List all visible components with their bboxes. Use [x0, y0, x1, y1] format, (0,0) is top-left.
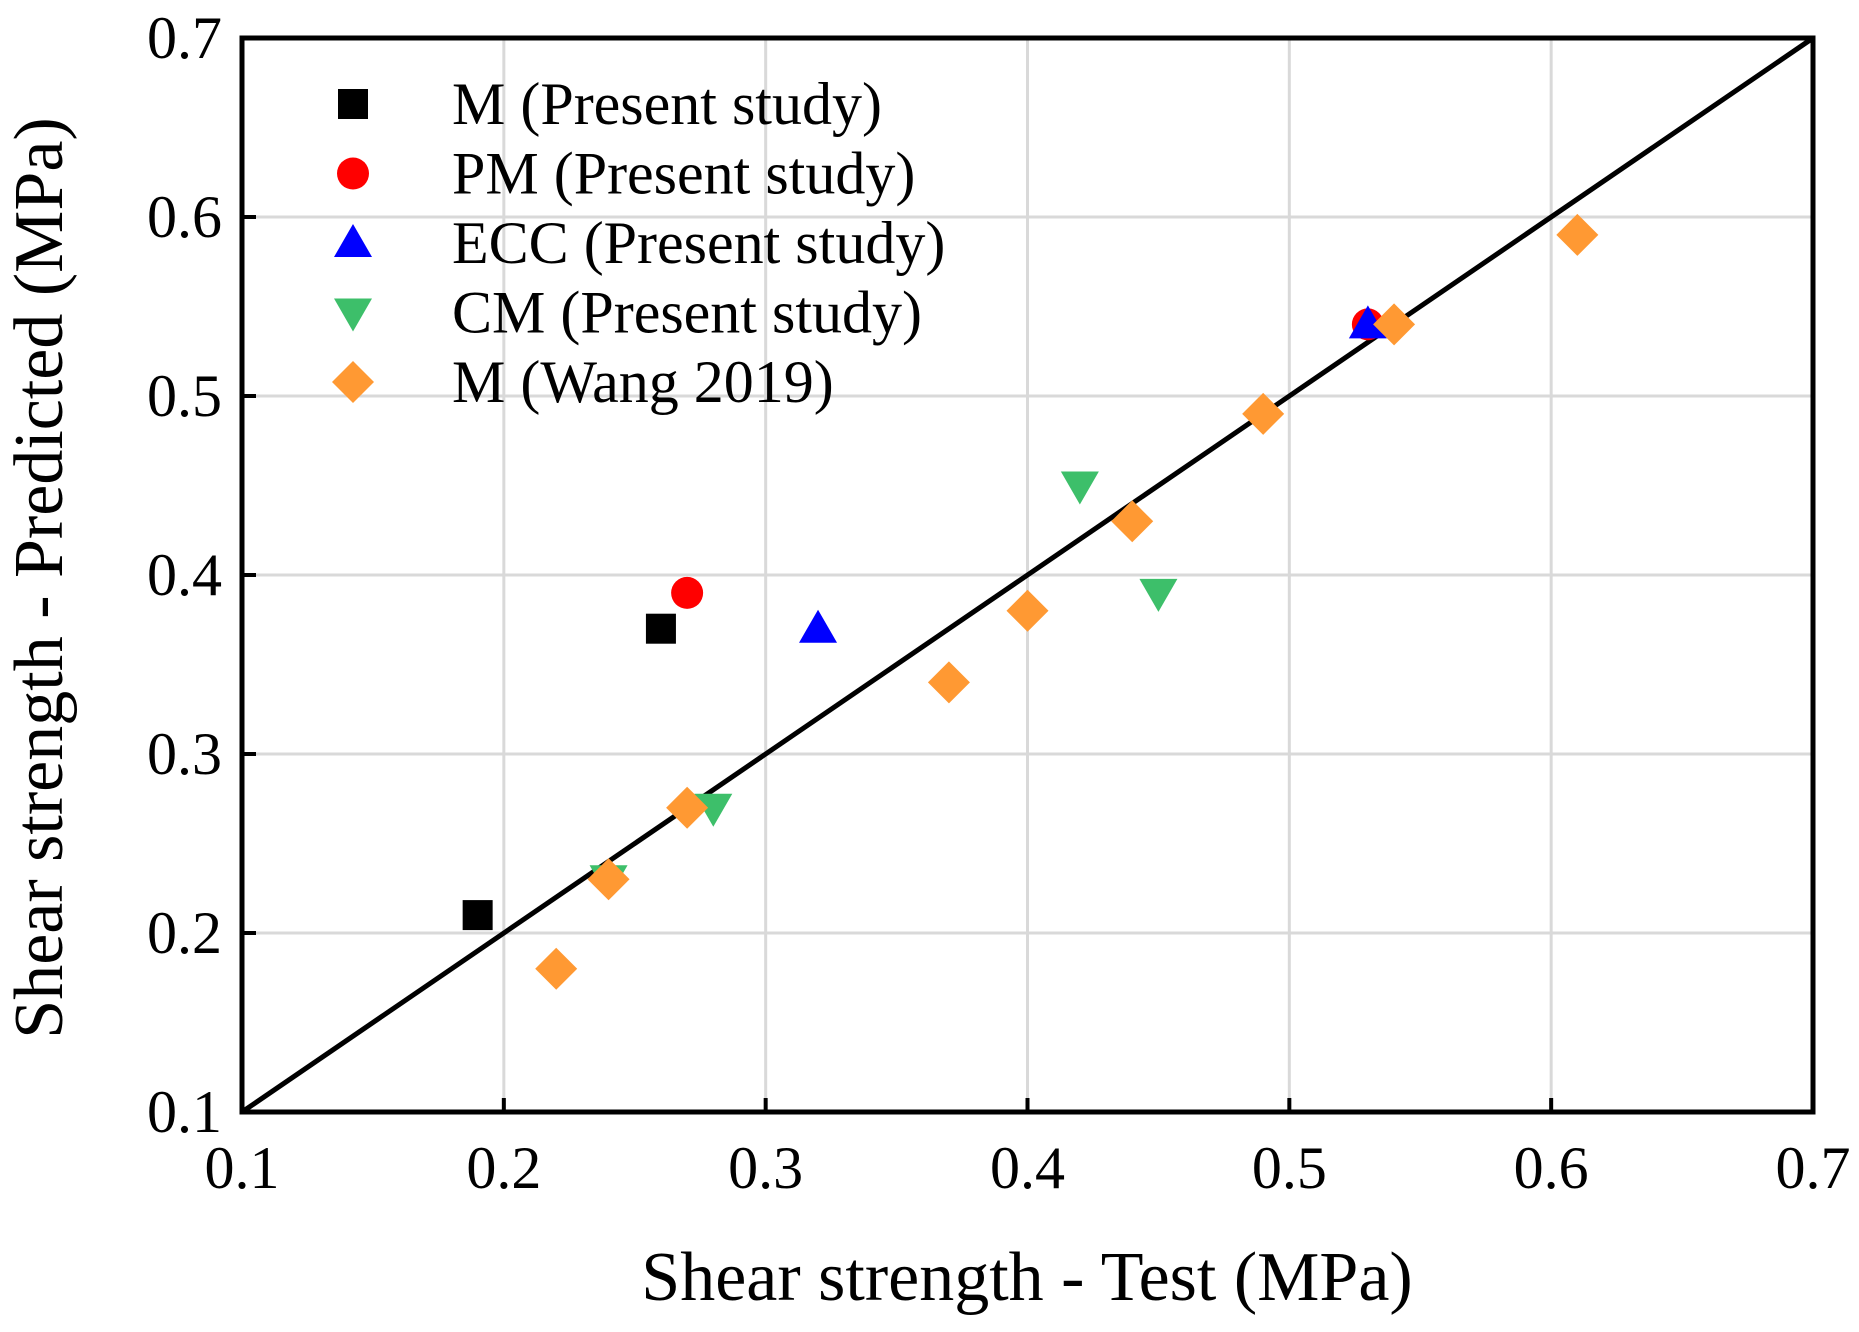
data-point	[1556, 213, 1599, 256]
legend-item: PM (Present study)	[337, 141, 915, 207]
one-to-one-reference-line	[240, 35, 1815, 1115]
y-tick-label: 0.2	[147, 900, 222, 966]
y-axis-title: Shear strength - Predicted (MPa)	[1, 117, 78, 1038]
data-point	[462, 900, 493, 931]
data-point	[1060, 471, 1099, 505]
data-point	[1348, 305, 1387, 339]
x-tick-label: 0.1	[205, 1135, 280, 1201]
legend-label: M (Present study)	[452, 71, 882, 137]
x-tick-labels: 0.1 0.2 0.3 0.4 0.5 0.6 0.7	[205, 1135, 1851, 1201]
data-point	[666, 786, 709, 829]
data-points	[462, 213, 1599, 990]
data-point	[694, 793, 733, 827]
x-tick-label: 0.7	[1776, 1135, 1851, 1201]
x-tick-label: 0.3	[728, 1135, 803, 1201]
legend-marker	[338, 89, 368, 119]
legend-item: CM (Present study)	[334, 280, 922, 346]
data-point	[1139, 578, 1178, 612]
y-tick-label: 0.4	[147, 542, 222, 608]
series-4	[535, 213, 1599, 990]
x-axis-title: Shear strength - Test (MPa)	[641, 1239, 1412, 1316]
legend-label: PM (Present study)	[452, 141, 915, 207]
legend-item: ECC (Present study)	[334, 210, 945, 276]
data-point	[535, 947, 578, 990]
legend-marker	[334, 298, 372, 332]
x-tick-label: 0.4	[990, 1135, 1065, 1201]
legend-marker	[337, 157, 369, 190]
data-point	[1242, 392, 1285, 435]
x-tick-label: 0.5	[1252, 1135, 1327, 1201]
legend-item: M (Wang 2019)	[332, 349, 834, 415]
y-tick-label: 0.1	[147, 1079, 222, 1145]
y-tick-labels: 0.1 0.2 0.3 0.4 0.5 0.6 0.7	[147, 5, 222, 1145]
axis-ticks	[240, 36, 1815, 1114]
y-tick-label: 0.5	[147, 363, 222, 429]
legend-marker	[332, 361, 374, 403]
legend-item: M (Present study)	[338, 71, 882, 137]
x-tick-label: 0.6	[1514, 1135, 1589, 1201]
data-point	[1006, 589, 1049, 632]
data-point	[1111, 500, 1154, 543]
data-point	[799, 609, 838, 643]
legend-label: M (Wang 2019)	[452, 349, 834, 415]
y-tick-label: 0.6	[147, 184, 222, 250]
data-point	[1373, 303, 1416, 346]
legend-label: CM (Present study)	[452, 280, 922, 346]
series-2	[799, 305, 1387, 643]
legend: M (Present study)PM (Present study)ECC (…	[332, 71, 945, 415]
legend-label: ECC (Present study)	[452, 210, 945, 276]
series-0	[462, 613, 676, 931]
data-point	[927, 661, 970, 704]
x-tick-label: 0.2	[466, 1135, 541, 1201]
y-tick-label: 0.7	[147, 5, 222, 71]
data-point	[587, 858, 630, 901]
y-tick-label: 0.3	[147, 721, 222, 787]
legend-marker	[334, 224, 372, 257]
data-point	[671, 576, 704, 609]
data-point	[645, 613, 676, 644]
